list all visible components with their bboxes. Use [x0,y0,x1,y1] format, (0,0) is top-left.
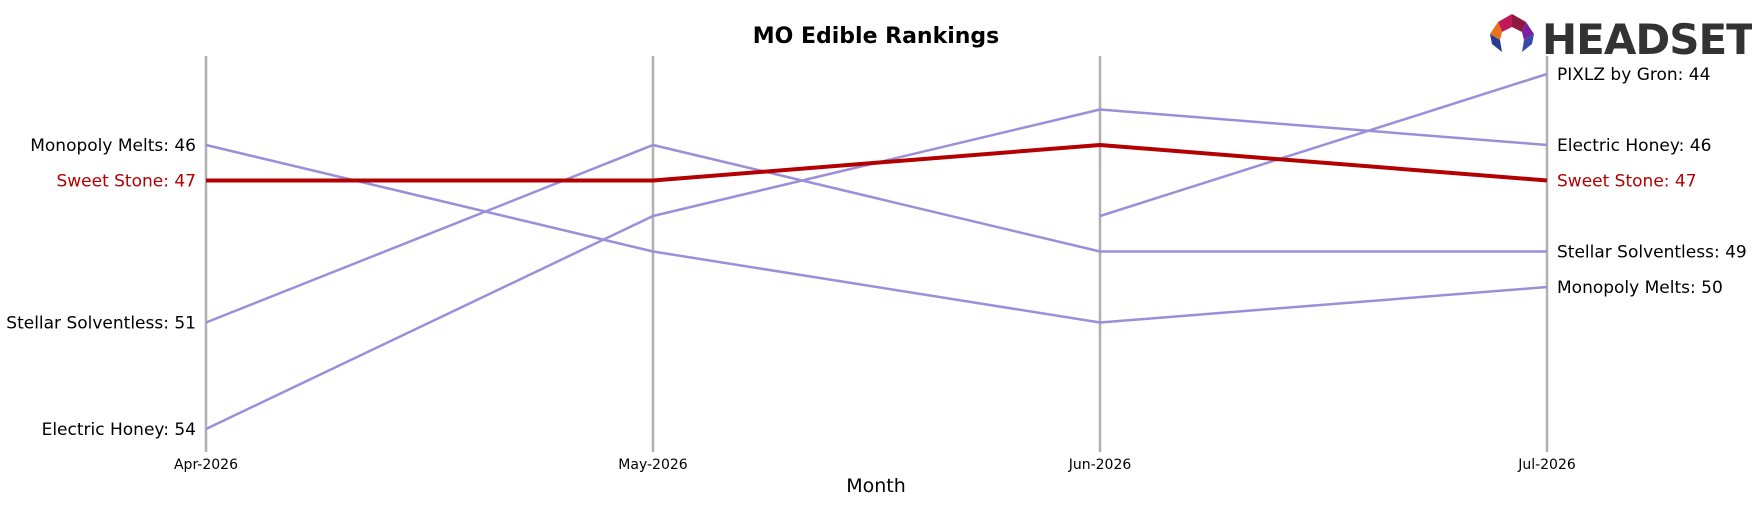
x-tick-label: Jun-2026 [1068,457,1132,473]
x-tick-label: Jul-2026 [1517,457,1576,473]
end-labels: PIXLZ by Gron: 44 Electric Honey: 46 Sweet… [1557,65,1747,298]
chart-title: MO Edible Rankings [753,24,1000,49]
logo-wordmark: HEADSET [1542,15,1752,64]
start-label: Monopoly Melts: 46 [30,136,196,156]
headset-logo-icon [1490,14,1534,52]
x-tick-label: May-2026 [618,457,687,473]
series-line-stellar-solventless [205,143,1547,324]
series-line-sweet-stone [206,143,1548,183]
x-tick-label: Apr-2026 [174,457,238,473]
end-label: Monopoly Melts: 50 [1557,278,1723,298]
end-label: Stellar Solventless: 49 [1557,243,1747,263]
x-tick-labels: Apr-2026 May-2026 Jun-2026 Jul-2026 [174,457,1576,473]
series-line-pixlz-by-gron [1099,72,1548,218]
end-label: PIXLZ by Gron: 44 [1557,65,1710,85]
start-labels: Monopoly Melts: 46 Sweet Stone: 47 Stellar… [6,136,196,440]
end-label: Sweet Stone: 47 [1557,172,1697,192]
end-label: Electric Honey: 46 [1557,136,1711,156]
x-axis-label: Month [846,475,906,497]
series-line-electric-honey [205,108,1548,431]
month-gridlines [204,56,1549,452]
series-lines [205,72,1548,431]
series-line-monopoly-melts [205,143,1548,324]
start-label: Stellar Solventless: 51 [6,314,196,334]
headset-logo: HEADSET [1490,14,1752,64]
start-label: Electric Honey: 54 [42,420,196,440]
start-label: Sweet Stone: 47 [56,172,196,192]
